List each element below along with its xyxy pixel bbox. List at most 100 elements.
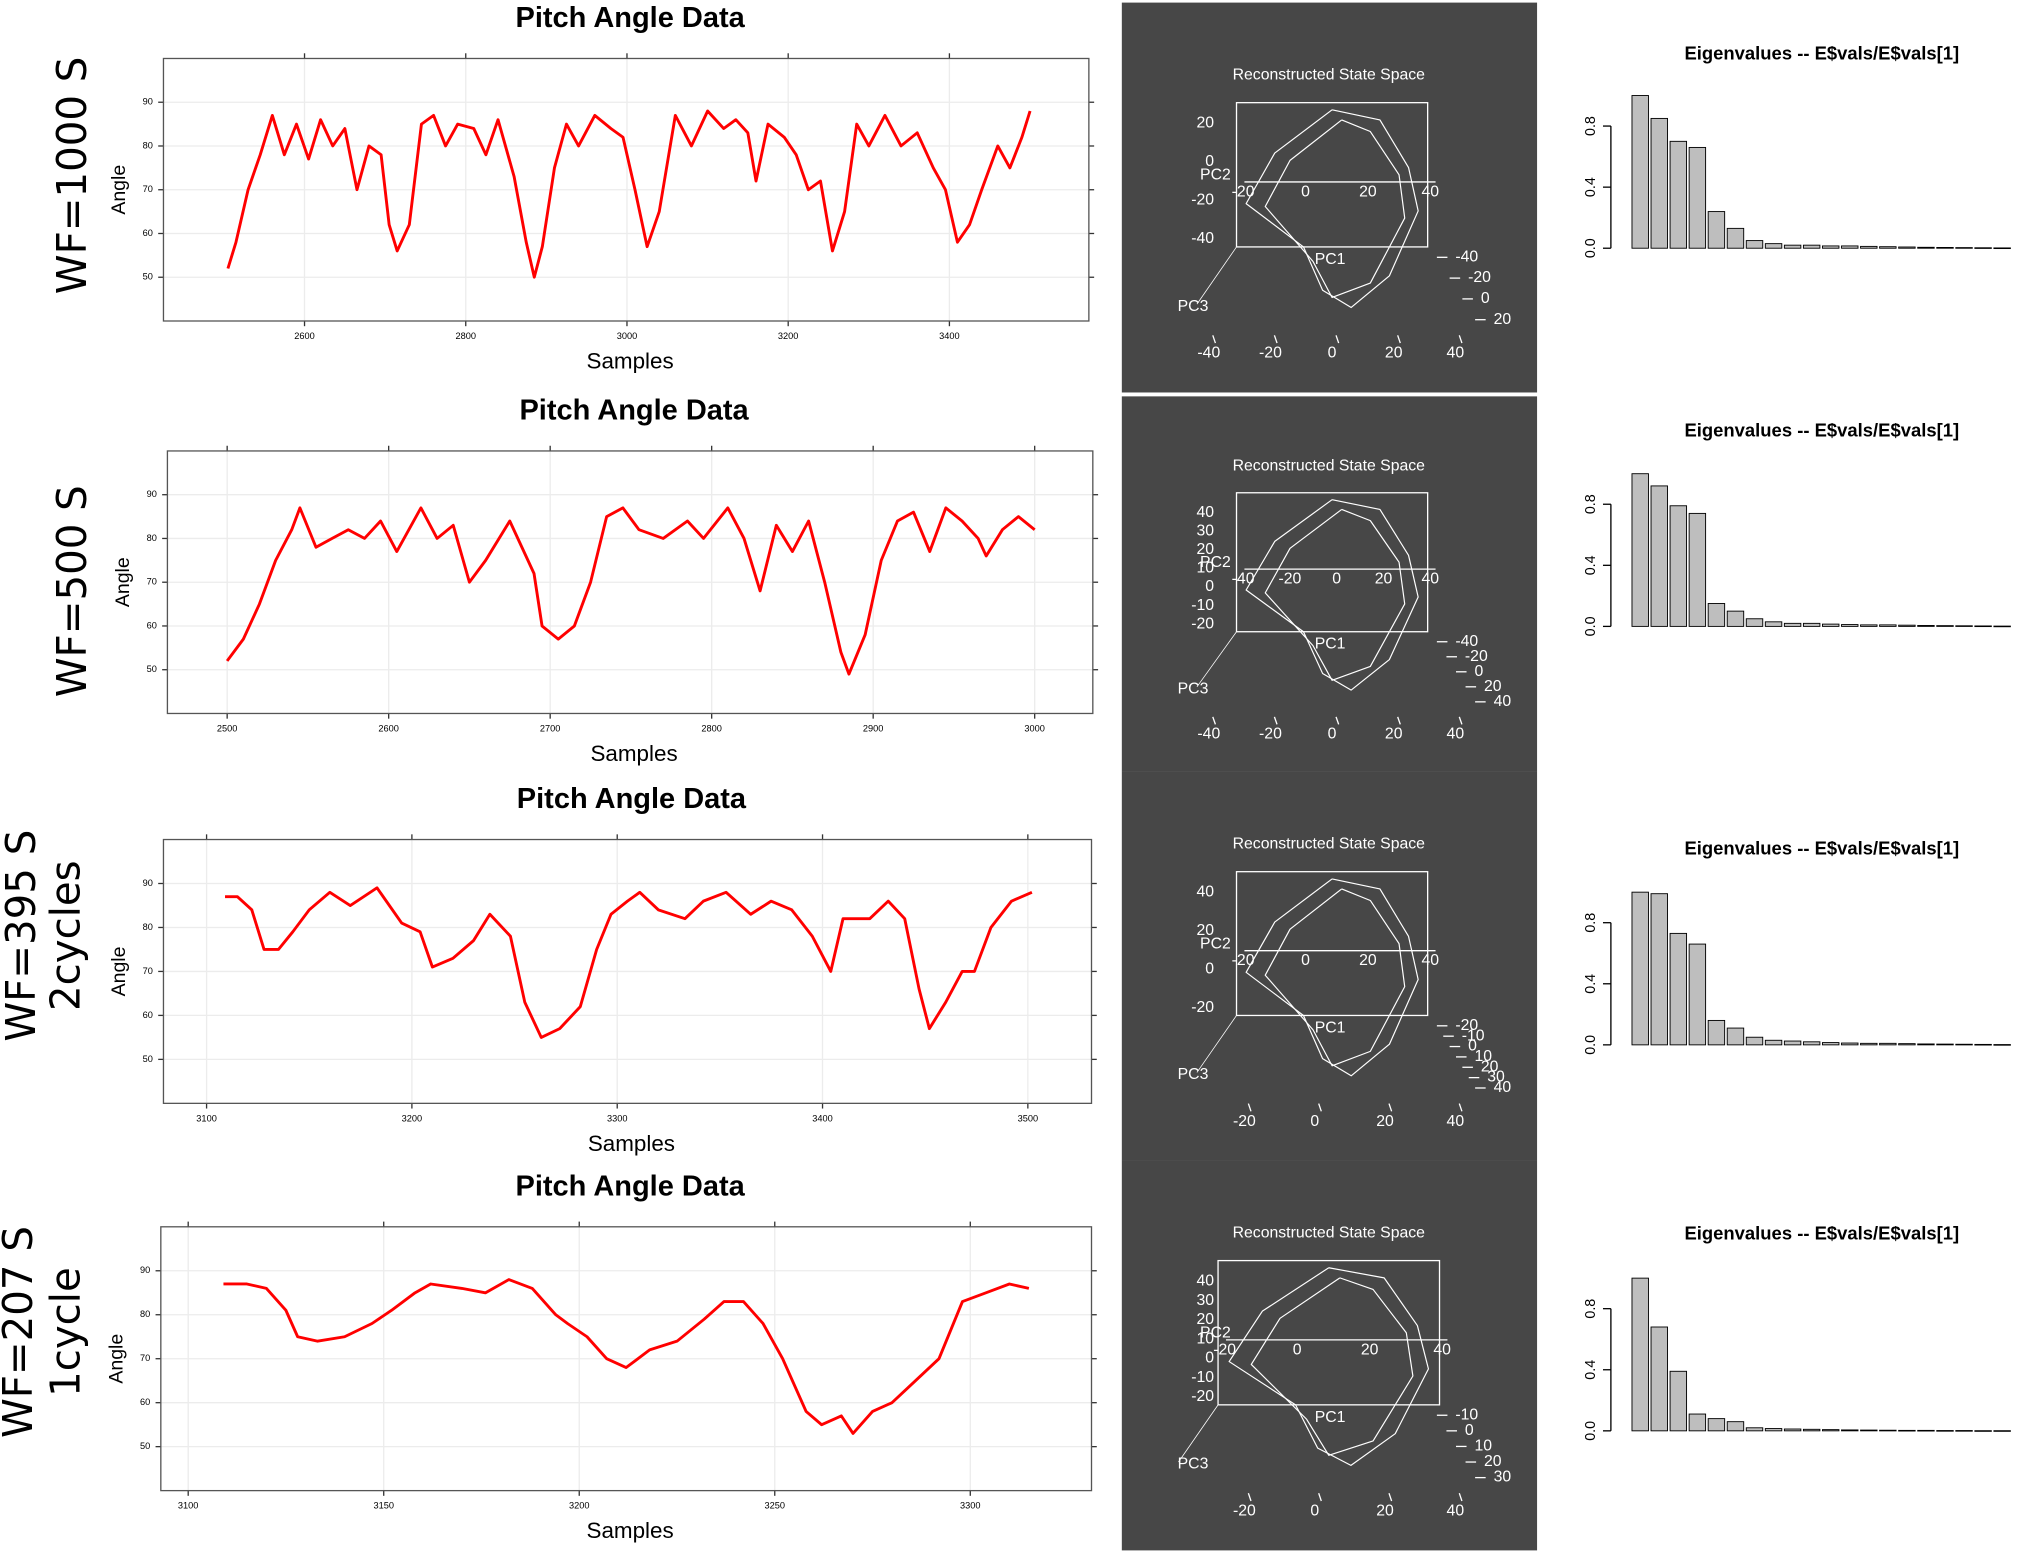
bar [1726,610,1745,627]
y-tick-label: 70 [143,184,153,194]
bar [1917,1043,1935,1046]
bar [1802,622,1821,627]
x-tick-label: 2900 [863,724,884,734]
chart-title: Eigenvalues -- E$vals/E$vals[1] [1684,838,1959,859]
bottom-tick [1247,1493,1252,1502]
right-tick-label: 0 [1465,1422,1474,1439]
x-axis-label: Samples [587,1518,674,1543]
bar [1669,140,1688,249]
right-tick-label: 0 [1474,663,1483,680]
axis-name: PC2 [1200,935,1231,952]
x-tick-label: 3200 [402,1113,423,1123]
y-tick-label: 70 [140,1353,150,1363]
y-axis-label: Angle [105,1334,127,1384]
bar [1917,625,1935,627]
right-tick-label: -10 [1462,1027,1485,1044]
left-tick-label: 40 [1197,1273,1215,1290]
bottom-tick-label: 40 [1447,1503,1465,1520]
front-tick-label: 0 [1293,1341,1302,1358]
front-tick-label: -20 [1278,570,1301,587]
bar [1764,1039,1783,1046]
data-line [226,109,1032,279]
bar [1917,1429,1935,1432]
plot-frame [166,450,1094,715]
right-tick-label: -10 [1455,1406,1478,1423]
right-tick-label: -40 [1455,249,1478,266]
front-tick-label: 0 [1332,570,1341,587]
plot-frame [162,838,1093,1104]
y-tick-label: 60 [140,1397,150,1407]
left-tick-label: -20 [1191,999,1214,1016]
x-tick-label: 3300 [960,1501,981,1511]
bar [1993,625,2011,628]
bar [1707,211,1726,249]
bar [1822,623,1840,627]
bar [1688,512,1707,627]
bottom-tick-label: -40 [1197,345,1220,362]
plot-frame [160,1226,1093,1492]
bottom-tick [1397,335,1401,344]
bar [1822,1042,1840,1046]
y-tick-label: 50 [143,272,153,282]
bar [1669,505,1688,627]
chart-title: Pitch Angle Data [515,1171,745,1203]
panel [1121,396,1538,772]
left-tick-label: -10 [1191,597,1214,614]
bar [1860,624,1878,627]
y-tick-label: 70 [143,966,153,976]
row-label: 1cycle [41,1267,89,1397]
bottom-tick [1335,335,1340,344]
bottom-tick [1388,1103,1393,1112]
bottom-tick-label: -20 [1259,726,1282,743]
y-tick-label: 60 [143,228,153,238]
x-tick-label: 3000 [1024,724,1045,734]
x-tick-label: 3200 [778,331,799,341]
bar [1726,1027,1745,1046]
left-tick-label: -20 [1191,192,1214,209]
bar [1898,1043,1916,1046]
bar [1745,1427,1764,1432]
axis-name: PC1 [1315,251,1346,268]
bar [1707,1019,1726,1046]
bottom-tick-label: 0 [1328,726,1337,743]
y-tick-label: 0.0 [1583,1421,1599,1441]
x-axis-label: Samples [590,741,677,766]
bar [1783,622,1802,627]
left-tick-label: 20 [1197,1311,1215,1328]
bar [1841,245,1859,249]
trajectory [1250,1277,1414,1456]
bar [1745,618,1764,627]
bottom-tick [1212,335,1217,344]
bottom-tick-label: 20 [1376,1503,1394,1520]
bar [1783,244,1802,249]
trajectory [1264,508,1406,681]
bar [1802,1428,1821,1432]
y-tick-label: 90 [143,878,153,888]
bar [1688,943,1707,1046]
left-tick-label: -40 [1191,230,1214,247]
x-tick-label: 3150 [373,1501,394,1511]
plot-frame [162,57,1090,322]
bar [1936,1043,1954,1046]
bar [1802,244,1821,249]
bar [1764,1428,1783,1432]
y-tick-label: 0.8 [1583,494,1599,514]
bar [1955,1430,1973,1432]
front-tick-label: 20 [1361,1341,1379,1358]
right-tick-label: 20 [1481,1058,1499,1075]
box-edge [1196,246,1237,305]
right-tick-label: 40 [1494,1079,1512,1096]
front-tick-label: 20 [1359,952,1377,969]
bar [1898,624,1916,627]
left-tick-label: 10 [1197,1330,1215,1347]
y-tick-label: 70 [147,577,157,587]
bar [1669,932,1688,1046]
bar [1631,1277,1649,1432]
x-tick-label: 3400 [812,1113,833,1123]
state-title: Reconstructed State Space [1233,1225,1426,1242]
left-tick-label: 30 [1197,523,1215,540]
bar [1993,1430,2011,1432]
state-title: Reconstructed State Space [1233,67,1426,84]
bar [1974,1043,1992,1046]
bar [1879,246,1897,249]
